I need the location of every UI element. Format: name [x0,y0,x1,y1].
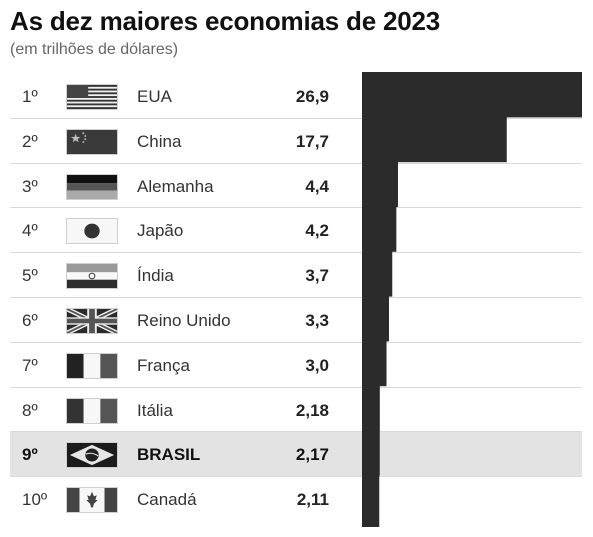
germany-flag-icon [66,173,118,200]
india-flag-icon [66,263,118,290]
bar-reino-unido [362,296,389,342]
ranking-table: 1º EUA 26,9 2º China 17,7 [10,74,582,522]
gdp-value: 2,18 [295,400,329,420]
table-row: 8º Itália 2,18 [10,388,582,433]
table-row: 10º Canadá 2,11 [10,477,582,522]
gdp-value: 4,4 [305,176,329,196]
gdp-value: 2,11 [296,490,329,510]
rank-label: 4º [22,221,38,241]
rank-label: 2º [22,131,38,151]
france-flag-icon [66,352,118,379]
gdp-value: 2,17 [295,445,329,465]
table-row: 4º Japão 4,2 [10,208,582,254]
gdp-value: 26,9 [295,87,329,106]
bar-alemanha [362,161,398,207]
bar-eua [362,72,582,118]
rank-label: 7º [22,355,38,375]
italy-flag-icon [66,397,118,424]
rank-label: 3º [22,176,38,196]
table-row: 7º França 3,0 [10,343,582,388]
country-name: Alemanha [137,176,214,196]
rank-label: 9º [22,445,38,465]
table-row-highlighted: 9º BRASIL 2,17 [10,432,582,478]
table-row: 3º Alemanha 4,4 [10,164,582,209]
chart-subtitle: (em trilhões de dólares) [10,41,179,58]
country-name: China [137,131,182,151]
brazil-flag-icon [66,442,118,469]
country-name: Japão [137,221,184,241]
china-flag-icon [66,128,118,155]
canada-flag-icon [66,487,118,514]
bar-china [362,116,507,163]
rank-label: 1º [22,87,38,106]
country-name: BRASIL [137,445,201,465]
bar-japão [362,206,397,252]
chart-title: As dez maiores economias de 2023 [10,6,441,36]
table-row: 2º China 17,7 [10,119,582,164]
country-name: Itália [137,400,173,420]
rank-label: 5º [22,266,38,286]
gdp-value: 3,3 [305,310,329,330]
gdp-value: 3,0 [305,355,329,375]
country-name: França [137,355,190,375]
gdp-value: 17,7 [295,131,329,151]
rank-label: 8º [22,400,38,420]
table-row: 1º EUA 26,9 [10,74,582,119]
rank-label: 6º [22,310,38,330]
rank-label: 10º [22,490,48,510]
country-name: Reino Unido [137,310,231,330]
country-name: EUA [137,87,172,106]
gdp-value: 4,2 [305,221,329,241]
gdp-value: 3,7 [305,266,329,286]
table-row: 5º Índia 3,7 [10,253,582,298]
japan-flag-icon [66,218,118,245]
table-row: 6º Reino Unido 3,3 [10,298,582,343]
usa-flag-icon [66,84,118,110]
bar-itália [362,385,380,431]
bar-brasil [362,430,380,476]
country-name: Índia [137,266,174,286]
bar-canadá [362,475,380,527]
bar-frança [362,340,387,387]
bar-índia [362,251,393,297]
uk-flag-icon [66,307,118,334]
country-name: Canadá [137,490,197,510]
